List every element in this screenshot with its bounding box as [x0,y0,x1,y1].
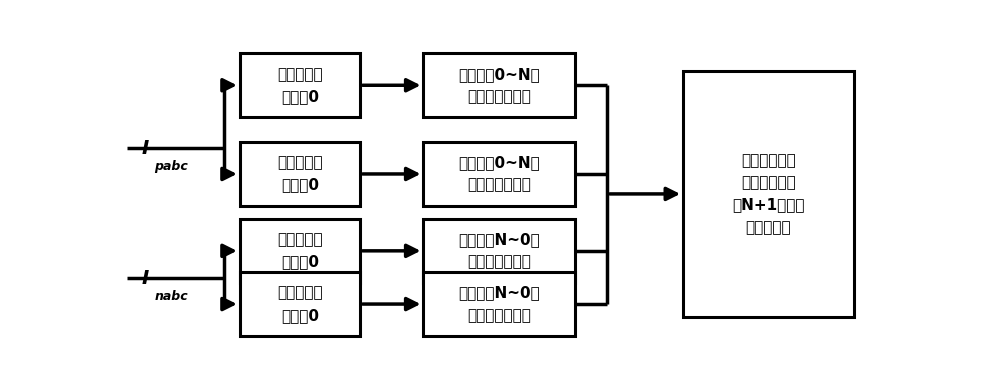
Bar [240,53,360,117]
Bar [423,219,574,283]
Bar [423,142,574,206]
Bar [240,142,360,206]
Text: 若下桥臂电
流大于0: 若下桥臂电 流大于0 [277,232,323,270]
Text: nabc: nabc [154,290,188,303]
Text: 依次投入N~0个
电压最高子模块: 依次投入N~0个 电压最高子模块 [458,285,540,323]
Text: I: I [142,269,149,288]
Text: 依次投入0~N个
电压最低子模块: 依次投入0~N个 电压最低子模块 [458,67,540,104]
Bar [240,219,360,283]
Text: 若下桥臂电
流小于0: 若下桥臂电 流小于0 [277,285,323,323]
Bar [240,272,360,336]
Bar [423,272,574,336]
Bar [683,71,854,317]
Text: pabc: pabc [154,160,188,173]
Text: 根据桥臂电流
的不同情况得
到N+1种子模
块投入方式: 根据桥臂电流 的不同情况得 到N+1种子模 块投入方式 [732,153,804,235]
Text: I: I [142,139,149,157]
Text: 依次投入0~N个
电压最高子模块: 依次投入0~N个 电压最高子模块 [458,156,540,192]
Text: 依次投入N~0个
电压最低子模块: 依次投入N~0个 电压最低子模块 [458,232,540,270]
Text: 若上桥臂电
流大于0: 若上桥臂电 流大于0 [277,67,323,104]
Bar [423,53,574,117]
Text: 若上桥臂电
流小于0: 若上桥臂电 流小于0 [277,156,323,192]
